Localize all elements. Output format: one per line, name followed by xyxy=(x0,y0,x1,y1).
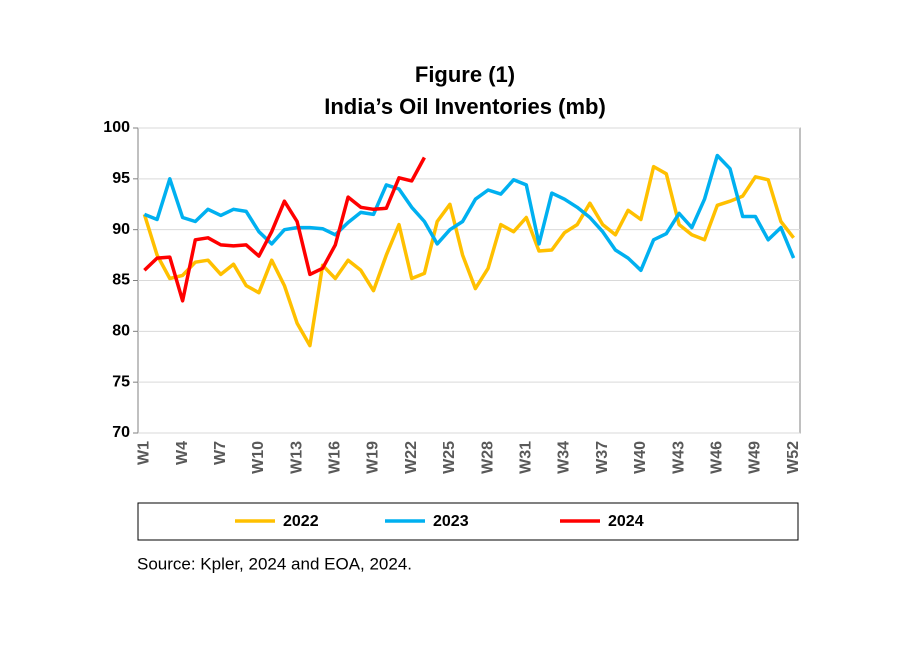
x-tick-label: W13 xyxy=(288,441,305,474)
y-tick-label: 75 xyxy=(112,373,130,390)
x-tick-label: W1 xyxy=(136,441,153,465)
x-tick-label: W34 xyxy=(556,441,573,474)
chart-subtitle: India’s Oil Inventories (mb) xyxy=(324,94,606,119)
x-tick-label: W28 xyxy=(479,441,496,474)
legend-box xyxy=(137,502,799,541)
x-tick-label: W37 xyxy=(594,441,611,474)
series-line xyxy=(143,156,426,303)
series-line xyxy=(142,164,795,348)
legend-label: 2022 xyxy=(283,513,319,530)
x-tick-label: W31 xyxy=(518,441,535,474)
legend-label: 2024 xyxy=(608,513,644,530)
chart-title: Figure (1) xyxy=(415,62,515,87)
y-tick-label: 90 xyxy=(112,221,130,238)
y-tick-label: 70 xyxy=(112,424,130,441)
y-tick-label: 80 xyxy=(112,323,130,340)
x-tick-label: W16 xyxy=(327,441,344,474)
x-tick-label: W10 xyxy=(250,441,267,474)
series-line xyxy=(143,153,796,273)
legend-label: 2023 xyxy=(433,513,469,530)
x-tick-label: W46 xyxy=(708,441,725,474)
x-tick-label: W19 xyxy=(365,441,382,474)
y-tick-label: 100 xyxy=(103,119,130,136)
x-tick-label: W52 xyxy=(785,441,802,474)
y-tick-label: 85 xyxy=(112,272,130,289)
source-note: Source: Kpler, 2024 and EOA, 2024. xyxy=(137,554,412,573)
x-tick-label: W22 xyxy=(403,441,420,474)
x-tick-label: W43 xyxy=(670,441,687,474)
x-tick-label: W40 xyxy=(632,441,649,474)
x-tick-label: W49 xyxy=(747,441,764,474)
x-tick-label: W7 xyxy=(212,441,229,465)
x-tick-label: W4 xyxy=(174,441,191,465)
y-tick-label: 95 xyxy=(112,170,130,187)
x-tick-label: W25 xyxy=(441,441,458,474)
